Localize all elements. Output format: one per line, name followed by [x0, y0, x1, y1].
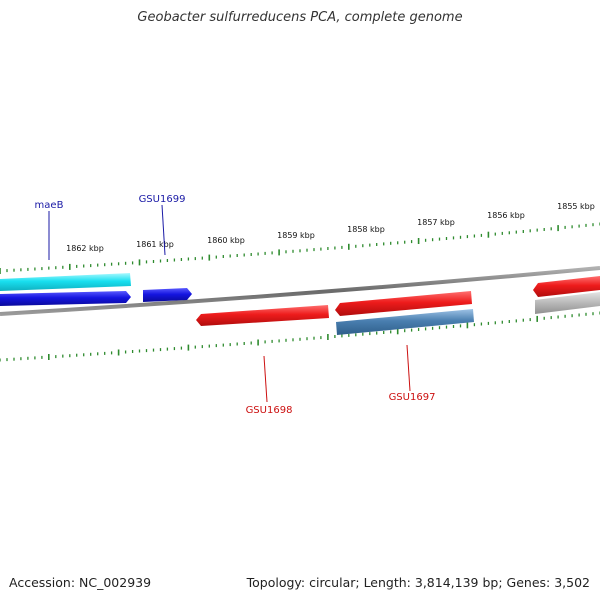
connector-GSU1697: [406, 344, 411, 392]
scale-label-1861: 1861 kbp: [136, 240, 174, 249]
gene-feature-maeB[interactable]: [0, 273, 131, 291]
outer-scale-ticks: [0, 222, 600, 274]
gene-feature-GSU1698[interactable]: [196, 305, 329, 326]
label-connectors: [48, 204, 411, 403]
scale-label-1859: 1859 kbp: [277, 231, 315, 240]
gene-label-GSU1697[interactable]: GSU1697: [389, 392, 436, 403]
topology-text: Topology: circular: [246, 575, 356, 590]
scale-label-1862: 1862 kbp: [66, 244, 104, 253]
scale-label-1855: 1855 kbp: [557, 202, 595, 211]
genome-backbone: [0, 266, 600, 316]
scale-label-1857: 1857 kbp: [417, 218, 455, 227]
scale-label-1856: 1856 kbp: [487, 211, 525, 220]
length-text: Length: 3,814,139 bp: [363, 575, 499, 590]
accession-text: Accession: NC_002939: [9, 575, 152, 590]
map-title: Geobacter sulfurreducens PCA, complete g…: [137, 10, 463, 25]
connector-GSU1699: [161, 204, 166, 256]
gene-feature-blue-long[interactable]: [0, 291, 131, 306]
gene-label-GSU1699[interactable]: GSU1699: [139, 194, 186, 205]
gene-count-text: Genes: 3,502: [506, 575, 590, 590]
separator: [498, 575, 506, 590]
gene-labels: maeB GSU1699 GSU1698 GSU1697: [35, 194, 436, 416]
gene-feature-GSU1697[interactable]: [335, 291, 472, 316]
genome-summary: Topology: circular Length: 3,814,139 bp Ge…: [247, 575, 590, 590]
gene-feature-GSU1699[interactable]: [143, 288, 192, 302]
scale-labels: 1862 kbp 1861 kbp 1860 kbp 1859 kbp 1858…: [66, 202, 595, 253]
gene-feature-gray-right[interactable]: [535, 292, 600, 314]
gene-features: [0, 273, 600, 335]
inner-scale-ticks: [0, 311, 600, 362]
connector-GSU1698: [263, 355, 268, 403]
scale-label-1860: 1860 kbp: [207, 236, 245, 245]
separator: [355, 575, 363, 590]
gene-feature-red-right[interactable]: [533, 276, 600, 297]
scale-label-1858: 1858 kbp: [347, 225, 385, 234]
gene-label-GSU1698[interactable]: GSU1698: [246, 405, 293, 416]
gene-feature-steelblue[interactable]: [336, 309, 474, 335]
gene-label-maeB[interactable]: maeB: [35, 200, 64, 211]
